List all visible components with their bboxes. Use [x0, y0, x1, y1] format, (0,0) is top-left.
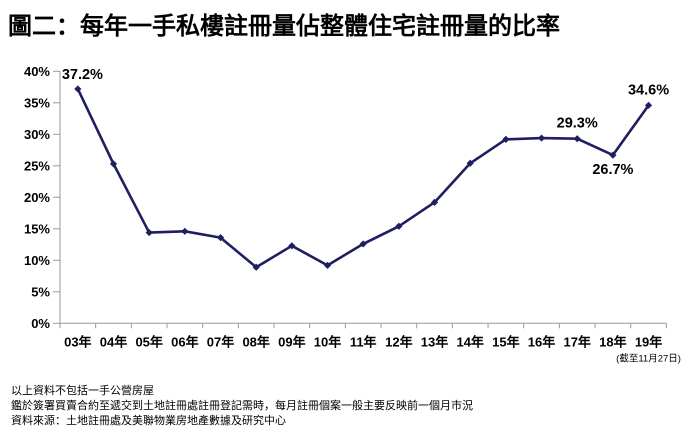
- x-tick-label: 13年: [421, 334, 448, 349]
- data-label: 29.3%: [557, 116, 598, 132]
- y-tick-label: 0%: [31, 316, 50, 331]
- y-tick-label: 20%: [24, 190, 50, 205]
- data-point: [181, 227, 189, 235]
- data-point: [573, 135, 581, 143]
- data-point: [145, 228, 153, 237]
- data-point: [323, 261, 332, 269]
- y-tick-label: 30%: [24, 127, 50, 142]
- y-tick-label: 35%: [24, 95, 50, 110]
- data-point: [288, 242, 296, 250]
- x-tick-label: 10年: [314, 334, 341, 349]
- y-tick-label: 40%: [24, 64, 50, 79]
- footnote-line-1: 以上資料不包括一手公營房屋: [11, 385, 154, 397]
- data-point: [395, 222, 403, 230]
- data-point: [252, 263, 260, 271]
- x-tick-label: 17年: [563, 334, 590, 349]
- x-tick-label: 05年: [135, 334, 162, 349]
- x-tick-label: 04年: [100, 334, 127, 349]
- x-tick-label: 15年: [492, 334, 519, 349]
- y-tick-label: 5%: [31, 284, 50, 299]
- x-tick-label: 18年: [599, 334, 626, 349]
- chart-title: 圖二：每年一手私樓註冊量佔整體住宅註冊量的比率: [8, 13, 560, 40]
- data-point: [537, 134, 546, 142]
- x-tick-label: 08年: [242, 334, 269, 349]
- data-point: [109, 160, 118, 168]
- data-point: [466, 159, 474, 167]
- data-point: [216, 234, 225, 242]
- x-tick-label: 19年: [635, 334, 662, 349]
- data-point: [502, 135, 510, 143]
- line-chart: 0% 5% 10% 15% 20% 25% 30% 35% 40% 03年 04年 05年 06年 07年…: [24, 64, 681, 364]
- footnote-source: 資料來源：土地註冊處及美聯物業房地產數據及研究中心: [11, 415, 286, 427]
- x-tick-label: 09年: [278, 334, 305, 349]
- footnotes: 以上資料不包括一手公營房屋 鑑於簽署買賣合約至遞交到土地註冊處註冊登記需時，每月…: [11, 384, 473, 429]
- y-tick-label: 15%: [24, 221, 50, 236]
- data-point: [609, 151, 617, 159]
- x-tick-label: 11年: [350, 334, 377, 349]
- y-tick-label: 25%: [24, 158, 50, 173]
- x-tick-label: 14年: [456, 334, 483, 349]
- y-tick-label: 10%: [24, 253, 50, 268]
- x-tick-label: 07年: [207, 334, 234, 349]
- x-tick-label: 16年: [528, 334, 555, 349]
- x-tick-label: 06年: [171, 334, 198, 349]
- x-tick-label: 12年: [385, 334, 412, 349]
- data-point: [74, 85, 82, 93]
- data-point: [430, 198, 439, 206]
- data-point: [359, 240, 367, 248]
- data-label: 34.6%: [628, 82, 669, 98]
- x-tick-label: 03年: [64, 334, 91, 349]
- x-axis-note: (截至11月27日): [616, 352, 681, 364]
- data-label: 37.2%: [62, 67, 103, 83]
- data-label: 26.7%: [592, 162, 633, 178]
- footnote-line-2: 鑑於簽署買賣合約至遞交到土地註冊處註冊登記需時，每月註冊個案一般主要反映前一個月…: [11, 400, 473, 412]
- data-point: [644, 101, 653, 109]
